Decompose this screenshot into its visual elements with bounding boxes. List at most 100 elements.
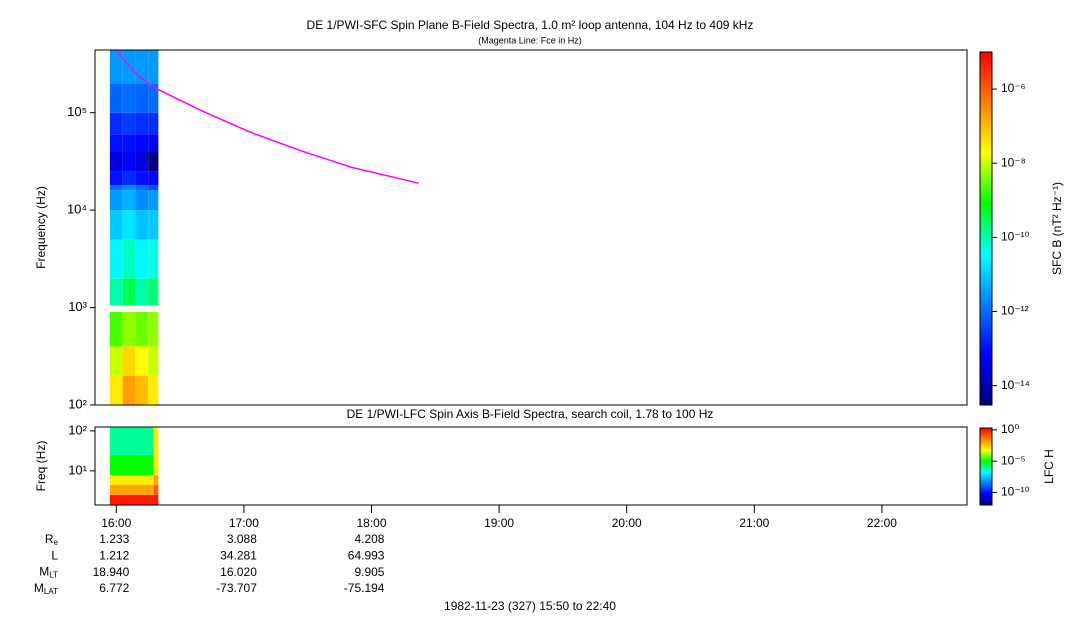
heatmap-cell: [109, 474, 154, 485]
ephemeris-value: 16.020: [220, 565, 257, 579]
x-tick-label: 19:00: [484, 516, 514, 530]
y-tick-label: 10³: [68, 299, 87, 314]
heatmap-cell: [122, 50, 136, 84]
colorbar-tick-label: 10⁰: [1001, 422, 1019, 436]
y-tick-label: 10⁴: [67, 202, 87, 217]
colorbar-tick-label: 10⁻¹⁰: [1001, 485, 1030, 499]
colorbar-tick-label: 10⁻¹²: [1001, 304, 1029, 318]
colorbar-title: LFC H: [1042, 449, 1056, 484]
heatmap-cell: [109, 375, 123, 405]
plot-frame: [94, 426, 968, 506]
heatmap-cell: [135, 312, 149, 347]
ephemeris-label-main: M: [34, 581, 44, 595]
heatmap-cell: [109, 454, 154, 475]
heatmap-cell: [148, 190, 159, 211]
heatmap-cell: [122, 185, 136, 191]
colorbar-tick-label: 10⁻¹⁴: [1001, 378, 1030, 392]
heatmap-cell: [135, 83, 149, 113]
plot-frame: [94, 49, 968, 406]
heatmap-cell: [109, 239, 123, 279]
heatmap-cell: [148, 312, 159, 347]
x-tick-label: 21:00: [739, 516, 769, 530]
ephemeris-value: 9.905: [354, 565, 384, 579]
ephemeris-label: MLT: [39, 565, 58, 580]
heatmap-cell: [109, 210, 123, 240]
heatmap-cell: [153, 484, 159, 495]
x-tick-label: 16:00: [101, 516, 131, 530]
heatmap-cell: [135, 134, 149, 152]
heatmap-cell: [122, 375, 136, 405]
heatmap-cell: [148, 151, 159, 172]
ephemeris-value: -73.707: [216, 581, 257, 595]
heatmap-cell: [122, 190, 136, 211]
ephemeris-value: 34.281: [220, 548, 257, 562]
x-tick-label: 18:00: [356, 516, 386, 530]
heatmap-cell: [109, 134, 123, 152]
heatmap-cell: [109, 190, 123, 211]
ephemeris-value: 1.233: [99, 532, 129, 546]
heatmap-cell: [148, 134, 159, 152]
heatmap-cell: [122, 239, 136, 279]
heatmap-cell: [109, 83, 123, 113]
y-tick-label: 10¹: [68, 462, 87, 477]
heatmap-cell: [153, 454, 159, 475]
colorbar: [979, 51, 993, 406]
heatmap-cell: [122, 83, 136, 113]
heatmap-cell: [148, 278, 159, 306]
y-axis-title: Freq (Hz): [34, 441, 48, 492]
heatmap-cell: [153, 494, 159, 505]
ephemeris-label-main: R: [45, 532, 54, 546]
fce-line: [115, 50, 419, 184]
x-tick-label: 20:00: [612, 516, 642, 530]
chart-title: DE 1/PWI-LFC Spin Axis B-Field Spectra, …: [347, 407, 714, 421]
heatmap-cell: [109, 112, 123, 135]
ephemeris-value: 18.940: [93, 565, 130, 579]
heatmap-cell: [148, 346, 159, 376]
y-tick-label: 10⁵: [67, 104, 87, 119]
heatmap-cell: [122, 112, 136, 135]
heatmap-cell: [148, 210, 159, 240]
heatmap-cell: [122, 171, 136, 186]
colorbar-tick-label: 10⁻⁶: [1001, 81, 1026, 95]
x-tick-label: 17:00: [229, 516, 259, 530]
heatmap-cell: [109, 346, 123, 376]
ephemeris-label-sub: e: [54, 538, 59, 547]
heatmap-cell: [135, 375, 149, 405]
heatmap-cell: [109, 312, 123, 347]
heatmap-cell: [122, 151, 136, 172]
heatmap-cell: [109, 278, 123, 306]
heatmap-cell: [135, 185, 149, 191]
ephemeris-value: 1.212: [99, 548, 129, 562]
heatmap-cell: [135, 346, 149, 376]
heatmap-cell: [109, 151, 123, 172]
heatmap-cell: [135, 190, 149, 211]
heatmap-cell: [135, 171, 149, 186]
colorbar: [979, 427, 993, 506]
heatmap-cell: [109, 494, 154, 505]
ephemeris-value: 3.088: [227, 532, 257, 546]
colorbar-tick-label: 10⁻¹⁰: [1001, 230, 1030, 244]
heatmap-cell: [148, 112, 159, 135]
ephemeris-value: -75.194: [344, 581, 385, 595]
heatmap-cell: [122, 134, 136, 152]
heatmap-cell: [109, 484, 154, 495]
y-axis-title: Frequency (Hz): [34, 186, 48, 269]
heatmap-cell: [153, 427, 159, 455]
colorbar-tick-label: 10⁻⁸: [1001, 155, 1026, 169]
heatmap-cell: [122, 312, 136, 347]
heatmap-cell: [148, 50, 159, 84]
heatmap-cell: [153, 474, 159, 485]
heatmap-cell: [135, 112, 149, 135]
colorbar-tick-label: 10⁻⁵: [1001, 453, 1026, 467]
heatmap-cell: [122, 278, 136, 306]
chart-subtitle: (Magenta Line: Fce in Hz): [478, 35, 582, 45]
ephemeris-label-sub: LT: [49, 571, 58, 580]
heatmap-cell: [135, 50, 149, 84]
x-tick-label: 22:00: [867, 516, 897, 530]
heatmap-cell: [109, 185, 123, 191]
heatmap-cell: [148, 171, 159, 186]
ephemeris-label-sub: LAT: [44, 587, 58, 596]
chart-title: DE 1/PWI-SFC Spin Plane B-Field Spectra,…: [307, 18, 754, 32]
ephemeris-label: L: [51, 548, 58, 562]
ephemeris-label: Re: [45, 532, 59, 547]
